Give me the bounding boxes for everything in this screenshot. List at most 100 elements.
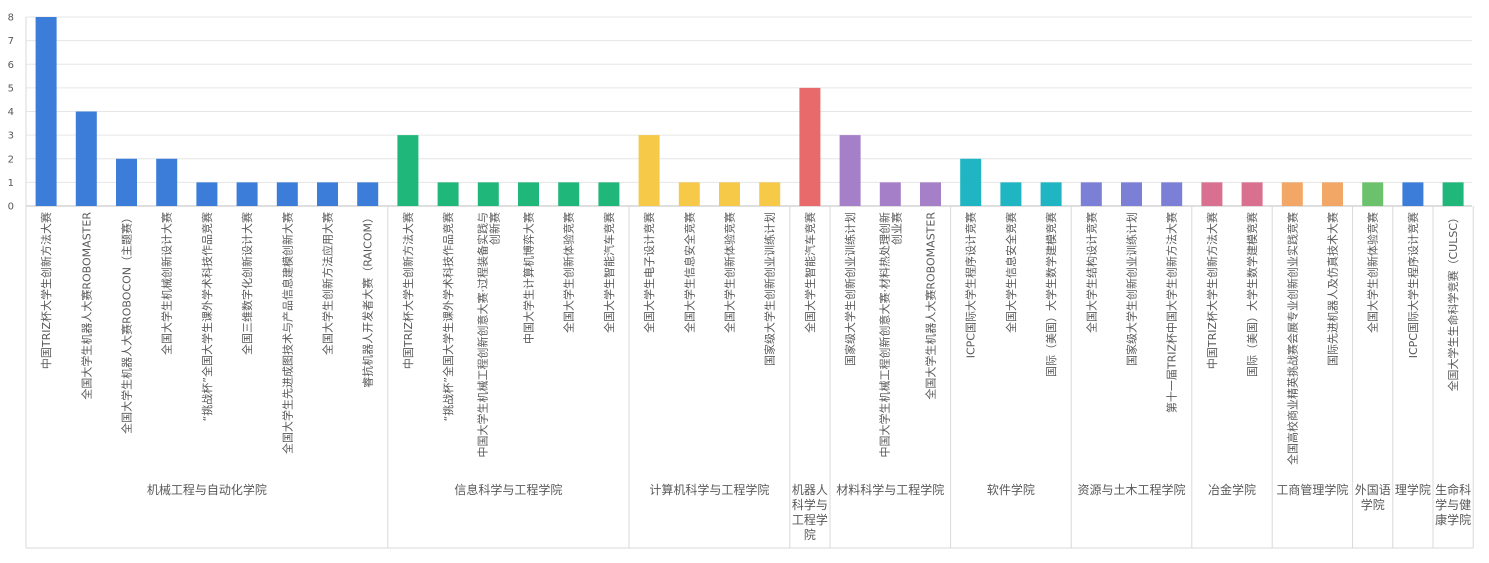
y-tick-label: 0 bbox=[8, 202, 14, 213]
group-label: 软件学院 bbox=[987, 482, 1035, 497]
category-label: 全国大学生创新体验竞赛 bbox=[723, 212, 737, 333]
category-label: 全国大学生结构设计竞赛 bbox=[1084, 212, 1098, 333]
bar-6-2 bbox=[1000, 182, 1022, 206]
bar-7-1 bbox=[1080, 182, 1102, 206]
category-label: 全国大学生创新方法应用大赛 bbox=[321, 212, 335, 355]
group-label: 科学与 bbox=[792, 497, 828, 512]
category-label: ICPC国际大学生程序设计竞赛 bbox=[964, 212, 978, 358]
group-label: 机器人 bbox=[792, 483, 828, 497]
category-label: 全国大学生机器人大赛ROBOCON（主题赛） bbox=[120, 212, 134, 434]
category-label: 国家级大学生创新创业训练计划 bbox=[1125, 212, 1139, 366]
bar-3-4 bbox=[759, 182, 781, 206]
group-label: 资源与土木工程学院 bbox=[1077, 482, 1185, 497]
category-label: 国家级大学生创新创业训练计划 bbox=[763, 212, 777, 366]
category-label: “挑战杯”全国大学生课外学术科技作品竞赛 bbox=[441, 212, 455, 421]
group-label: 机械工程与自动化学院 bbox=[147, 482, 267, 497]
bar-9-2 bbox=[1322, 182, 1343, 206]
category-label: 全国大学生机械创新设计大赛 bbox=[160, 212, 174, 355]
bar-6-1 bbox=[960, 158, 982, 206]
category-label: 国际（美国）大学生数学建模竞赛 bbox=[1245, 212, 1259, 377]
category-label: 第十一届TRIZ杯中国大学生创新方法大赛 bbox=[1165, 212, 1179, 413]
bar-3-3 bbox=[719, 182, 740, 206]
category-label: 全国三维数字化创新设计大赛 bbox=[240, 212, 254, 355]
bar-6-3 bbox=[1040, 182, 1062, 206]
category-label: 中国TRIZ杯大学生创新方法大赛 bbox=[39, 212, 53, 369]
bar-8-1 bbox=[1201, 182, 1223, 206]
bar-5-2 bbox=[879, 182, 901, 206]
category-label: 全国大学生智能汽车竞赛 bbox=[602, 212, 616, 333]
bar-10-1 bbox=[1362, 182, 1384, 206]
bar-7-3 bbox=[1161, 182, 1183, 206]
bar-1-8 bbox=[317, 182, 338, 206]
category-label: 全国大学生智能汽车竞赛 bbox=[803, 212, 817, 333]
category-label: 创新赛 bbox=[487, 212, 501, 245]
bar-4-1 bbox=[799, 87, 821, 206]
category-label: 全国大学生电子设计竞赛 bbox=[642, 212, 656, 333]
group-label: 理学院 bbox=[1395, 482, 1431, 497]
category-label: 中国大学生计算机博弈大赛 bbox=[522, 212, 536, 344]
category-label: 中国TRIZ杯大学生创新方法大赛 bbox=[401, 212, 415, 369]
group-label: 学院 bbox=[1361, 497, 1385, 512]
bar-1-5 bbox=[196, 182, 218, 206]
category-label: 全国大学生机器人大赛ROBOMASTER bbox=[79, 212, 93, 400]
category-label: 全国大学生先进成图技术与产品信息建模创新大赛 bbox=[280, 212, 294, 454]
y-tick-label: 2 bbox=[8, 154, 14, 165]
bar-1-2 bbox=[75, 111, 97, 206]
group-label: 材料科学与工程学院 bbox=[836, 482, 944, 497]
category-label: 国际先进机器人及仿真技术大赛 bbox=[1326, 212, 1340, 366]
y-tick-label: 4 bbox=[8, 107, 14, 118]
category-label: 创业赛 bbox=[889, 212, 903, 245]
y-tick-label: 1 bbox=[8, 178, 14, 189]
bar-1-3 bbox=[116, 158, 137, 206]
bar-3-2 bbox=[678, 182, 700, 206]
category-label: ICPC国际大学生程序设计竞赛 bbox=[1406, 212, 1420, 358]
bar-8-2 bbox=[1241, 182, 1263, 206]
category-label: 全国大学生机器人大赛ROBOMASTER bbox=[924, 212, 938, 400]
category-label: 全国大学生创新体验竞赛 bbox=[1366, 212, 1380, 333]
group-label: 计算机科学与工程学院 bbox=[649, 482, 769, 497]
category-label: 国家级大学生创新创业训练计划 bbox=[843, 212, 857, 366]
bar-2-6 bbox=[598, 182, 620, 206]
category-label: 全国高校商业精英挑战赛会展专业创新创业实践竞赛 bbox=[1285, 212, 1299, 465]
category-label: 国际（美国）大学生数学建模竞赛 bbox=[1044, 212, 1058, 377]
bar-12-1 bbox=[1442, 182, 1464, 206]
category-label: 中国大学生机械工程创新创意大赛·过程装备实践与 bbox=[475, 212, 489, 458]
category-label: 中国大学生机械工程创新创意大赛·材料热处理创新 bbox=[877, 212, 891, 458]
bar-2-2 bbox=[437, 182, 459, 206]
group-label: 外国语 bbox=[1355, 483, 1391, 497]
group-label: 康学院 bbox=[1435, 512, 1471, 527]
category-label: 睿抗机器人开发者大赛（RAICOM） bbox=[361, 212, 375, 388]
bar-2-1 bbox=[397, 135, 419, 206]
bar-2-5 bbox=[558, 182, 580, 206]
category-label: 全国大学生创新体验竞赛 bbox=[562, 212, 576, 333]
y-tick-label: 3 bbox=[8, 131, 14, 142]
category-label: 中国TRIZ杯大学生创新方法大赛 bbox=[1205, 212, 1219, 369]
bar-2-4 bbox=[518, 182, 539, 206]
bar-1-7 bbox=[276, 182, 298, 206]
y-tick-label: 8 bbox=[8, 13, 14, 24]
bar-3-1 bbox=[638, 135, 660, 206]
category-label: 全国大学生生命科学竞赛（CULSC） bbox=[1446, 212, 1460, 392]
category-label: “挑战杯”全国大学生课外学术科技作品竞赛 bbox=[200, 212, 214, 421]
group-label: 冶金学院 bbox=[1208, 482, 1256, 497]
bar-2-3 bbox=[477, 182, 499, 206]
bar-1-4 bbox=[156, 158, 178, 206]
bar-9-1 bbox=[1281, 182, 1303, 206]
group-label: 工程学 bbox=[792, 512, 828, 527]
group-label: 生命科 bbox=[1435, 482, 1471, 497]
y-tick-label: 6 bbox=[8, 60, 14, 71]
y-tick-label: 7 bbox=[8, 36, 14, 47]
bar-5-1 bbox=[839, 135, 861, 206]
category-label: 全国大学生信息安全竞赛 bbox=[1004, 212, 1018, 333]
group-label: 信息科学与工程学院 bbox=[454, 482, 562, 497]
group-label: 学与健 bbox=[1435, 497, 1471, 512]
bar-5-3 bbox=[920, 182, 941, 206]
bar-7-2 bbox=[1121, 182, 1142, 206]
group-label: 工商管理学院 bbox=[1276, 482, 1348, 497]
category-label: 全国大学生信息安全竞赛 bbox=[682, 212, 696, 333]
bar-1-1 bbox=[35, 17, 57, 206]
bar-1-6 bbox=[236, 182, 258, 206]
bar-1-9 bbox=[357, 182, 379, 206]
